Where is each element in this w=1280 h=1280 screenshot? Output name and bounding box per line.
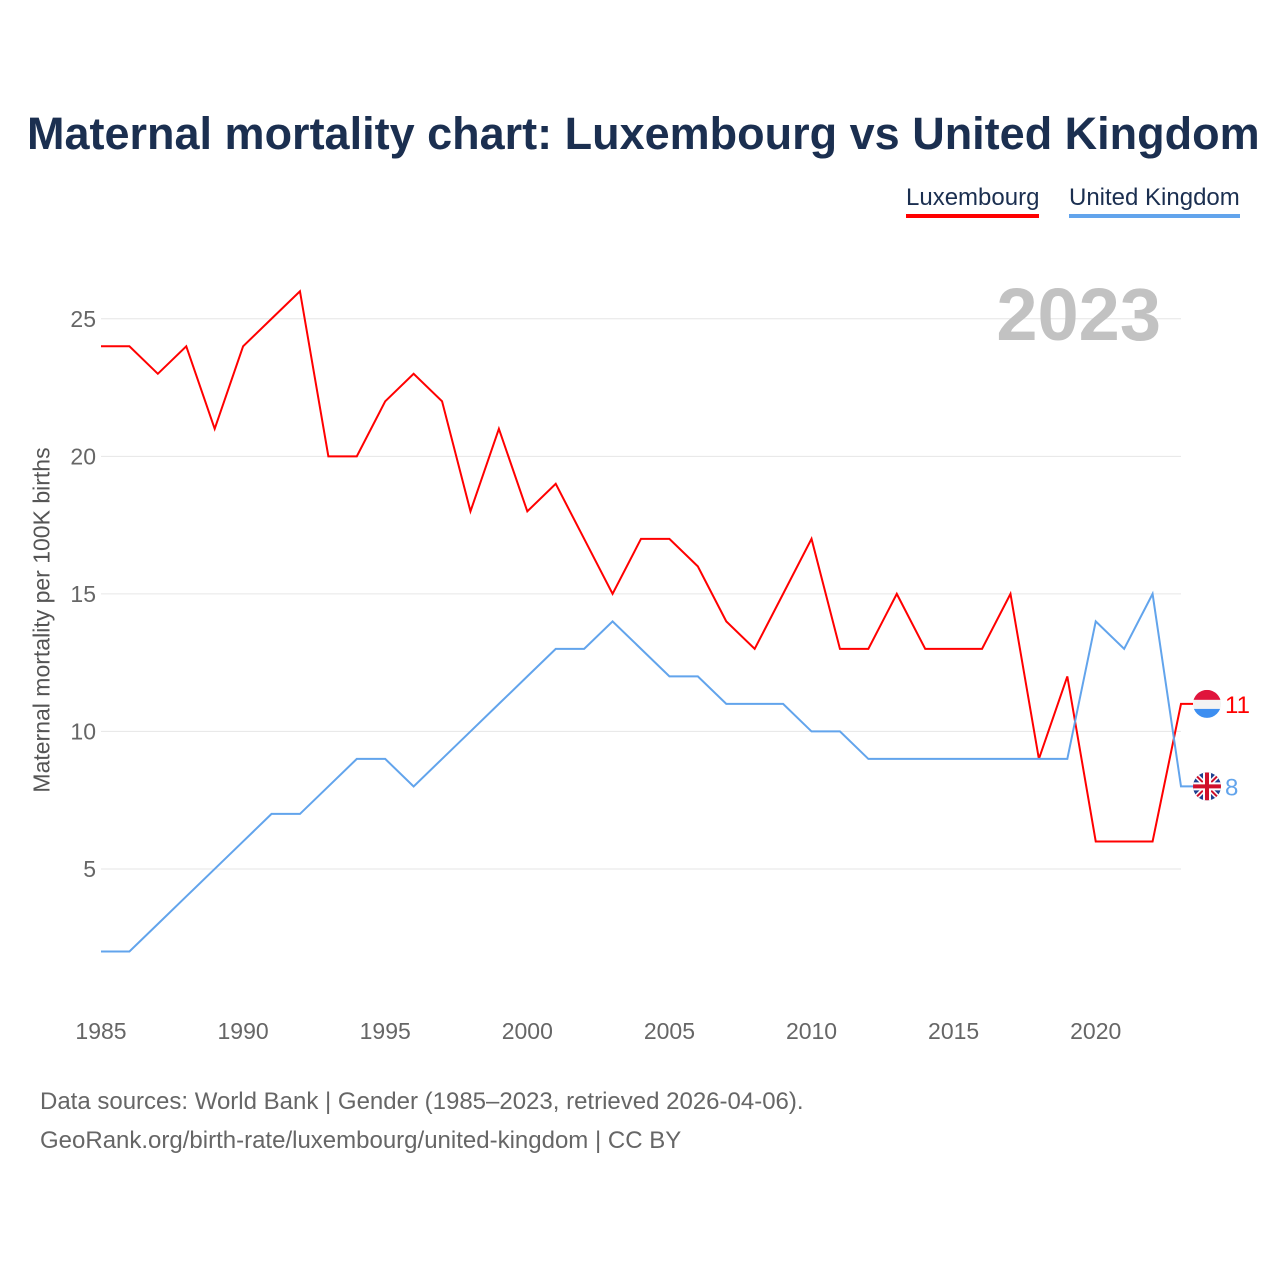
- uk-flag-icon: [1193, 772, 1221, 801]
- x-tick-label: 2005: [644, 1018, 695, 1044]
- legend-luxembourg[interactable]: Luxembourg: [906, 184, 1040, 218]
- series-line-luxembourg: [101, 289, 1193, 843]
- x-tick-label: 2000: [502, 1018, 553, 1044]
- series-line-united-kingdom: [101, 590, 1193, 953]
- source-url[interactable]: GeoRank.org/birth-rate/luxembourg/united…: [40, 1127, 682, 1154]
- y-tick-label: 10: [70, 718, 96, 744]
- x-tick-label: 2015: [928, 1018, 979, 1044]
- x-tick-label: 1995: [360, 1018, 411, 1044]
- x-tick-label: 1990: [218, 1018, 269, 1044]
- x-tick-label: 1985: [75, 1018, 126, 1044]
- source-line: Data sources: World Bank | Gender (1985–…: [40, 1088, 804, 1115]
- x-tick-label: 2010: [786, 1018, 837, 1044]
- legend-united-kingdom[interactable]: United Kingdom: [1069, 184, 1240, 218]
- y-tick-label: 5: [83, 856, 96, 882]
- luxembourg-flag-icon: [1193, 689, 1221, 718]
- y-tick-label: 25: [70, 306, 96, 332]
- chart-title: Maternal mortality chart: Luxembourg vs …: [27, 108, 1260, 159]
- year-watermark: 2023: [996, 273, 1161, 356]
- y-tick-label: 20: [70, 443, 96, 469]
- end-value-label: 11: [1225, 692, 1250, 719]
- end-value-label: 8: [1225, 774, 1238, 801]
- y-tick-label: 15: [70, 581, 96, 607]
- x-tick-label: 2020: [1070, 1018, 1121, 1044]
